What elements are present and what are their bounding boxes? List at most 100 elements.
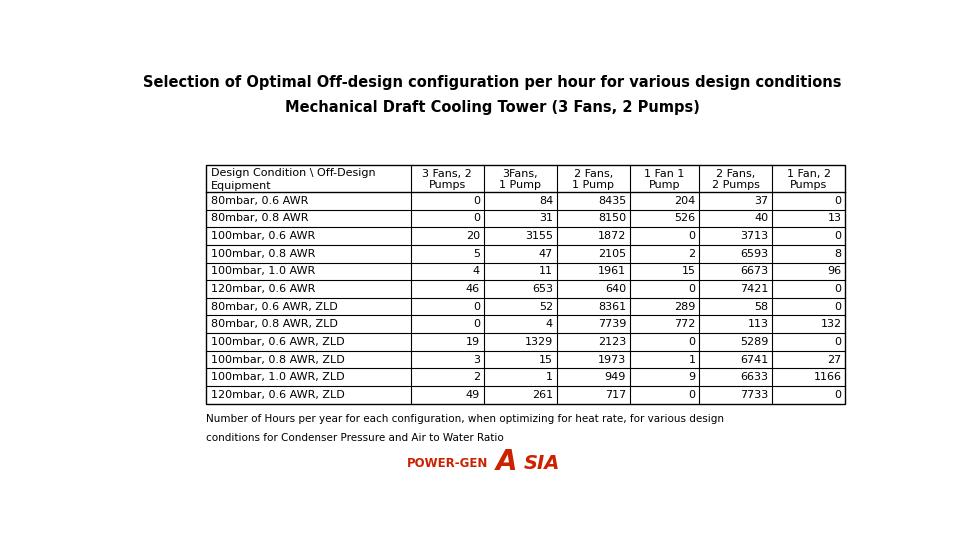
Text: 3713: 3713: [740, 231, 769, 241]
Text: 120mbar, 0.6 AWR: 120mbar, 0.6 AWR: [211, 284, 315, 294]
Text: 3: 3: [473, 355, 480, 365]
Text: 0: 0: [473, 213, 480, 224]
Text: 4: 4: [546, 319, 553, 329]
Text: 8361: 8361: [598, 302, 626, 312]
Text: 1 Fan, 2: 1 Fan, 2: [787, 168, 831, 179]
Text: 40: 40: [755, 213, 769, 224]
Text: 96: 96: [828, 266, 842, 276]
Text: 84: 84: [539, 196, 553, 206]
Text: 1961: 1961: [598, 266, 626, 276]
Text: 100mbar, 1.0 AWR, ZLD: 100mbar, 1.0 AWR, ZLD: [211, 372, 345, 382]
Text: conditions for Condenser Pressure and Air to Water Ratio: conditions for Condenser Pressure and Ai…: [205, 433, 503, 443]
Text: 120mbar, 0.6 AWR, ZLD: 120mbar, 0.6 AWR, ZLD: [211, 390, 345, 400]
Text: 5: 5: [473, 249, 480, 259]
Text: 949: 949: [605, 372, 626, 382]
Text: 11: 11: [540, 266, 553, 276]
Text: 20: 20: [466, 231, 480, 241]
Text: 52: 52: [539, 302, 553, 312]
Text: 0: 0: [688, 337, 696, 347]
Text: 6673: 6673: [740, 266, 769, 276]
Text: 80mbar, 0.8 AWR, ZLD: 80mbar, 0.8 AWR, ZLD: [211, 319, 338, 329]
Text: Equipment: Equipment: [211, 180, 272, 191]
Text: 1872: 1872: [598, 231, 626, 241]
Text: 6741: 6741: [740, 355, 769, 365]
Text: 6633: 6633: [741, 372, 769, 382]
Text: 58: 58: [755, 302, 769, 312]
Text: Selection of Optimal Off-design configuration per hour for various design condit: Selection of Optimal Off-design configur…: [143, 75, 841, 90]
Text: 0: 0: [834, 337, 842, 347]
Text: 653: 653: [532, 284, 553, 294]
Text: Pump: Pump: [649, 180, 681, 190]
Text: 2 Fans,: 2 Fans,: [574, 168, 612, 179]
Text: 3 Fans, 2: 3 Fans, 2: [422, 168, 472, 179]
Text: 0: 0: [688, 231, 696, 241]
Text: 7733: 7733: [740, 390, 769, 400]
Text: 2: 2: [473, 372, 480, 382]
Text: 0: 0: [473, 196, 480, 206]
Text: 0: 0: [834, 196, 842, 206]
Text: 31: 31: [540, 213, 553, 224]
Text: 640: 640: [605, 284, 626, 294]
Text: 1973: 1973: [598, 355, 626, 365]
Text: 0: 0: [834, 231, 842, 241]
Text: 100mbar, 0.8 AWR: 100mbar, 0.8 AWR: [211, 249, 315, 259]
Text: 1: 1: [688, 355, 696, 365]
Text: 261: 261: [532, 390, 553, 400]
Text: A: A: [495, 448, 517, 476]
Text: 80mbar, 0.6 AWR: 80mbar, 0.6 AWR: [211, 196, 308, 206]
Text: 27: 27: [828, 355, 842, 365]
Text: 1166: 1166: [814, 372, 842, 382]
Text: 2 Pumps: 2 Pumps: [712, 180, 759, 190]
Text: Pumps: Pumps: [790, 180, 828, 190]
Text: 1 Fan 1: 1 Fan 1: [644, 168, 684, 179]
Text: 204: 204: [674, 196, 696, 206]
Text: Mechanical Draft Cooling Tower (3 Fans, 2 Pumps): Mechanical Draft Cooling Tower (3 Fans, …: [284, 100, 700, 115]
Text: Design Condition \ Off-Design: Design Condition \ Off-Design: [211, 168, 375, 178]
Text: 8: 8: [834, 249, 842, 259]
Text: 8435: 8435: [598, 196, 626, 206]
Text: 3Fans,: 3Fans,: [502, 168, 538, 179]
Text: 13: 13: [828, 213, 842, 224]
Text: 4: 4: [473, 266, 480, 276]
Text: 46: 46: [466, 284, 480, 294]
Text: 7739: 7739: [598, 319, 626, 329]
Text: 717: 717: [605, 390, 626, 400]
Text: 772: 772: [674, 319, 696, 329]
Text: 132: 132: [821, 319, 842, 329]
Text: 0: 0: [473, 302, 480, 312]
Text: 0: 0: [688, 390, 696, 400]
Text: 15: 15: [540, 355, 553, 365]
Text: 100mbar, 1.0 AWR: 100mbar, 1.0 AWR: [211, 266, 315, 276]
Text: 1: 1: [546, 372, 553, 382]
Text: 100mbar, 0.6 AWR, ZLD: 100mbar, 0.6 AWR, ZLD: [211, 337, 345, 347]
Text: 113: 113: [748, 319, 769, 329]
Text: 80mbar, 0.8 AWR: 80mbar, 0.8 AWR: [211, 213, 308, 224]
Text: 47: 47: [539, 249, 553, 259]
Text: 526: 526: [675, 213, 696, 224]
Text: 37: 37: [755, 196, 769, 206]
Text: 7421: 7421: [740, 284, 769, 294]
Text: 2123: 2123: [598, 337, 626, 347]
Text: 100mbar, 0.6 AWR: 100mbar, 0.6 AWR: [211, 231, 315, 241]
Text: Number of Hours per year for each configuration, when optimizing for heat rate, : Number of Hours per year for each config…: [205, 414, 724, 424]
Text: 6593: 6593: [740, 249, 769, 259]
Text: 80mbar, 0.6 AWR, ZLD: 80mbar, 0.6 AWR, ZLD: [211, 302, 338, 312]
Text: 0: 0: [473, 319, 480, 329]
Text: 9: 9: [688, 372, 696, 382]
Text: 5289: 5289: [740, 337, 769, 347]
Text: 8150: 8150: [598, 213, 626, 224]
Text: 3155: 3155: [525, 231, 553, 241]
Text: 1 Pump: 1 Pump: [499, 180, 541, 190]
Text: 1 Pump: 1 Pump: [572, 180, 614, 190]
Text: 289: 289: [674, 302, 696, 312]
Text: 0: 0: [834, 284, 842, 294]
Text: 0: 0: [834, 390, 842, 400]
Text: POWER-GEN: POWER-GEN: [407, 457, 489, 470]
Text: SIA: SIA: [523, 454, 560, 473]
Text: 49: 49: [466, 390, 480, 400]
Text: 2 Fans,: 2 Fans,: [716, 168, 756, 179]
Text: 19: 19: [466, 337, 480, 347]
Text: 100mbar, 0.8 AWR, ZLD: 100mbar, 0.8 AWR, ZLD: [211, 355, 345, 365]
Text: Pumps: Pumps: [428, 180, 466, 190]
Text: 2: 2: [688, 249, 696, 259]
